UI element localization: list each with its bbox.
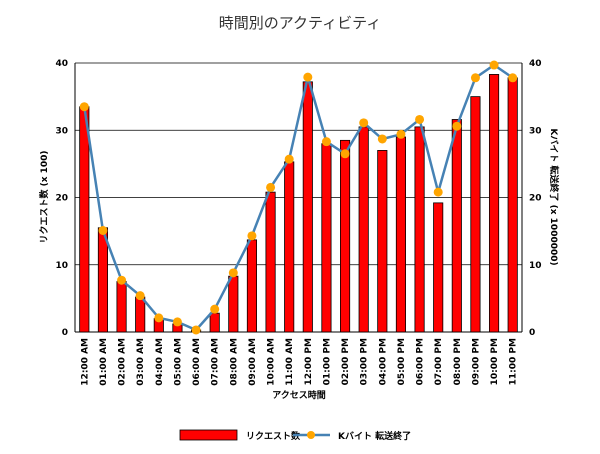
line-point	[415, 114, 425, 124]
x-tick-label: 06:00 PM	[416, 338, 426, 385]
x-tick-label: 07:00 AM	[211, 338, 221, 386]
y2-tick-label: 20	[529, 194, 542, 204]
bar	[79, 106, 90, 333]
x-tick-label: 06:00 AM	[192, 338, 202, 386]
line-point	[228, 268, 238, 278]
x-tick-label: 11:00 AM	[285, 338, 295, 386]
y2-tick-label: 10	[529, 261, 542, 271]
x-axis-label: アクセス時間	[272, 389, 326, 401]
bar	[507, 77, 518, 333]
legend: リクエスト数 Kバイト 転送終了	[179, 429, 411, 442]
bar	[489, 74, 500, 333]
line-point	[210, 304, 220, 314]
x-tick-label: 10:00 AM	[267, 338, 277, 386]
line-point	[117, 275, 127, 285]
x-tick-label: 01:00 AM	[99, 338, 109, 386]
line-point	[135, 291, 145, 301]
x-tick-label: 04:00 PM	[378, 338, 388, 385]
x-tick-label: 10:00 PM	[490, 338, 500, 385]
line-point	[321, 137, 331, 147]
x-tick-label: 12:00 PM	[304, 338, 314, 385]
y-axis-label: リクエスト数 (x 100)	[38, 150, 50, 243]
y-tick-label: 40	[55, 59, 68, 69]
x-tick-label: 03:00 PM	[360, 338, 370, 385]
line-point	[470, 73, 480, 83]
line-point	[508, 73, 518, 83]
x-tick-label: 08:00 AM	[229, 338, 239, 386]
line-point	[191, 325, 201, 335]
bar	[321, 143, 332, 333]
bar	[433, 202, 444, 333]
bar	[116, 281, 127, 333]
bar	[470, 96, 481, 333]
bar	[358, 126, 369, 333]
x-tick-label: 12:00 AM	[80, 338, 90, 386]
bar	[135, 296, 146, 333]
y-tick-label: 10	[55, 261, 68, 271]
x-tick-label: 09:00 AM	[248, 338, 258, 386]
bar	[340, 139, 351, 333]
bar	[414, 126, 425, 333]
x-tick-label: 04:00 AM	[155, 338, 165, 386]
line-point	[359, 118, 369, 128]
bar	[451, 119, 462, 333]
x-tick-label: 05:00 AM	[173, 338, 183, 386]
x-tick-label: 09:00 PM	[471, 338, 481, 385]
x-tick-label: 07:00 PM	[434, 338, 444, 385]
x-tick-label: 01:00 PM	[322, 338, 332, 385]
y-tick-label: 30	[55, 126, 68, 136]
bar	[395, 136, 406, 333]
line-point	[266, 182, 276, 192]
legend-marker-kbytes	[307, 431, 315, 439]
x-tick-label: 03:00 AM	[136, 338, 146, 386]
line-point	[247, 231, 257, 241]
line-point	[284, 154, 294, 164]
plot-area: 0 0 10 10 20 20 30 30 40 40 12:00 AM 01:00 AM 02:00 …	[55, 59, 541, 386]
y2-tick-label: 40	[529, 59, 542, 69]
line-point	[98, 225, 108, 235]
y2-tick-label: 0	[529, 328, 535, 338]
x-tick-label: 02:00 PM	[341, 338, 351, 385]
bar	[377, 150, 388, 333]
x-tick-label: 11:00 PM	[509, 338, 519, 385]
line-point	[79, 102, 89, 112]
bar	[265, 191, 276, 333]
y-tick-label: 0	[62, 328, 68, 338]
line-point	[303, 72, 313, 82]
line-point	[396, 129, 406, 139]
x-tick-label: 08:00 PM	[453, 338, 463, 385]
bar	[246, 239, 257, 333]
legend-label-kbytes: Kバイト 転送終了	[338, 430, 411, 442]
x-tick-label: 05:00 PM	[397, 338, 407, 385]
bar	[209, 312, 220, 333]
line-point	[172, 317, 182, 327]
line-point	[377, 134, 387, 144]
bar	[97, 227, 108, 333]
legend-label-requests: リクエスト数	[246, 430, 301, 442]
bar	[302, 81, 313, 333]
x-tick-label: 02:00 AM	[118, 338, 128, 386]
line-point	[452, 121, 462, 131]
line-point	[154, 313, 164, 323]
series-line	[83, 63, 514, 332]
bar	[228, 275, 239, 333]
y-tick-label: 20	[55, 194, 68, 204]
y2-axis-label: Kバイト 転送終了 (x 1000000)	[548, 128, 560, 265]
y2-tick-label: 30	[529, 126, 542, 136]
bar	[284, 161, 295, 333]
legend-swatch-requests	[179, 429, 238, 441]
chart-title: 時間別のアクティビティ	[219, 14, 381, 32]
line-point	[340, 149, 350, 159]
line-point	[489, 60, 499, 70]
line-point	[433, 187, 443, 197]
